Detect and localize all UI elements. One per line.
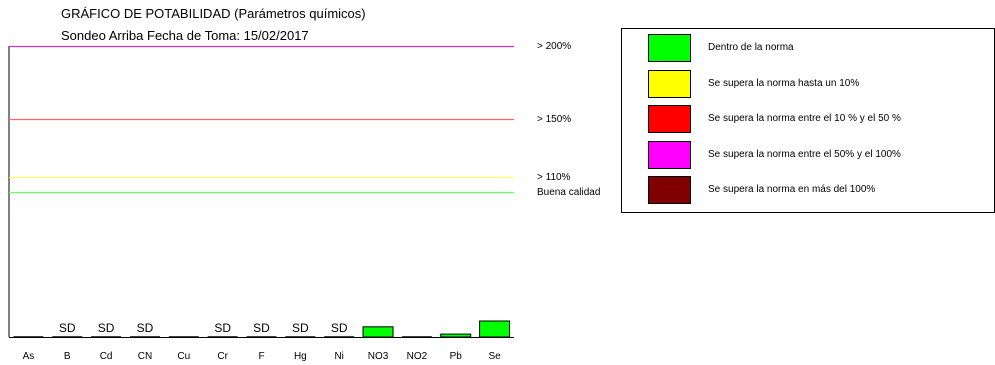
x-tick-label: Cr: [217, 351, 228, 362]
legend-label: Se supera la norma entre el 50% y el 100…: [708, 148, 901, 160]
legend-swatch: [648, 34, 691, 62]
bar-data-label: SD: [137, 321, 154, 335]
legend-swatch: [648, 69, 691, 98]
x-tick-label: Hg: [294, 351, 307, 362]
legend-item: Se supera la norma hasta un 10%: [648, 69, 988, 100]
chart-title: GRÁFICO DE POTABILIDAD (Parámetros quími…: [61, 6, 366, 21]
bar: [362, 326, 394, 338]
bar-data-label: SD: [253, 321, 270, 335]
reference-line-label: > 200%: [537, 40, 572, 52]
reference-line-label: > 150%: [537, 113, 572, 125]
legend-item: Se supera la norma en más del 100%: [648, 176, 988, 206]
legend-label: Se supera la norma entre el 10 % y el 50…: [708, 113, 901, 124]
legend-swatch: [648, 105, 691, 133]
reference-line-label: > 110%: [537, 171, 571, 183]
x-tick-label: F: [258, 351, 264, 362]
x-tick-label: Ni: [334, 351, 343, 362]
legend-swatch: [648, 176, 691, 204]
x-tick-label: Se: [488, 351, 501, 362]
legend-label: Se supera la norma en más del 100%: [708, 184, 876, 195]
bar-data-label: SD: [214, 321, 231, 335]
reference-line-label: Buena calidad: [537, 186, 601, 198]
x-tick-label: NO2: [407, 351, 428, 362]
legend: Dentro de la norma Se supera la norma has…: [621, 28, 995, 213]
legend-item: Se supera la norma entre el 10 % y el 50…: [648, 105, 988, 135]
x-tick-label: Pb: [450, 351, 463, 362]
bar-data-label: SD: [331, 321, 348, 335]
bar-data-label: SD: [59, 321, 76, 335]
x-tick-label: Cu: [177, 351, 190, 362]
legend-label: Se supera la norma hasta un 10%: [708, 77, 860, 89]
bar-data-label: SD: [98, 321, 115, 335]
x-tick-label: B: [64, 351, 71, 362]
x-tick-label: As: [23, 351, 35, 362]
x-tick-label: Cd: [100, 351, 113, 362]
x-tick-label: NO3: [368, 351, 389, 362]
bar: [440, 333, 472, 338]
x-tick-label: CN: [138, 351, 152, 362]
bar-data-label: SD: [292, 321, 309, 335]
legend-item: Se supera la norma entre el 50% y el 100…: [648, 140, 988, 171]
chart-subtitle: Sondeo Arriba Fecha de Toma: 15/02/2017: [61, 28, 309, 43]
bar: [479, 320, 511, 338]
legend-label: Dentro de la norma: [708, 42, 794, 53]
legend-swatch: [648, 140, 691, 169]
legend-item: Dentro de la norma: [648, 34, 988, 64]
